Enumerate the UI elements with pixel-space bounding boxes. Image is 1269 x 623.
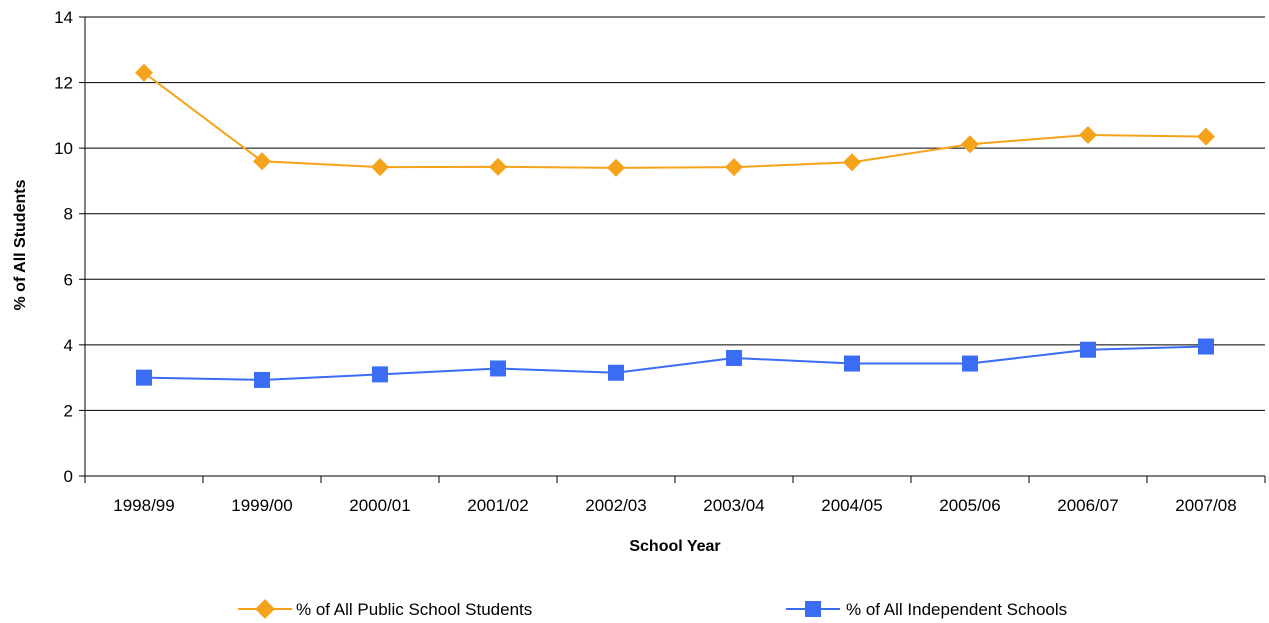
series-1-point-0	[136, 369, 152, 386]
series-1-point-4	[608, 364, 624, 381]
x-tick-label-2001-02: 2001/02	[467, 496, 528, 515]
y-tick-label-6: 6	[64, 270, 73, 289]
series-1-point-1	[254, 371, 270, 388]
series-0-point-1	[253, 152, 271, 171]
x-tick-label-2007-08: 2007/08	[1175, 496, 1236, 515]
series-0-point-0	[135, 63, 153, 82]
series-0-point-6	[843, 153, 861, 172]
y-tick-label-14: 14	[54, 8, 73, 27]
series-0-point-9	[1197, 127, 1215, 146]
series-1	[136, 338, 1214, 388]
series-0-point-5	[725, 158, 743, 177]
legend: % of All Public School Students % of All…	[238, 599, 1067, 619]
series-1-line	[143, 345, 1207, 381]
legend-independent-marker	[805, 601, 821, 617]
series-0-point-7	[961, 135, 979, 154]
y-tick-label-4: 4	[64, 336, 73, 355]
x-tick-label-2006-07: 2006/07	[1057, 496, 1118, 515]
legend-public-marker	[255, 599, 275, 619]
x-tick-label-2004-05: 2004/05	[821, 496, 882, 515]
series-1-point-6	[844, 355, 860, 372]
series-0-line	[143, 71, 1207, 169]
legend-independent-label: % of All Independent Schools	[846, 600, 1067, 619]
y-tick-label-8: 8	[64, 205, 73, 224]
axes	[79, 16, 1266, 483]
x-tick-label-1999-00: 1999/00	[231, 496, 292, 515]
legend-item-public: % of All Public School Students	[238, 599, 532, 619]
series-1-point-8	[1080, 341, 1096, 358]
series-layer	[135, 63, 1215, 388]
x-axis-title: School Year	[629, 538, 720, 555]
y-axis-title: % of All Students	[12, 179, 29, 310]
x-tick-label-2005-06: 2005/06	[939, 496, 1000, 515]
series-0-point-4	[607, 158, 625, 177]
x-tick-label-2002-03: 2002/03	[585, 496, 646, 515]
legend-public-label: % of All Public School Students	[296, 600, 532, 619]
series-1-point-5	[726, 349, 742, 366]
tick-labels: 0 2 4 6 8 10 12 14 1998/99 1999/00 2000/01 2001/02 2…	[54, 8, 1237, 515]
x-tick-label-2003-04: 2003/04	[703, 496, 764, 515]
gridlines	[85, 16, 1265, 411]
x-tick-label-2000-01: 2000/01	[349, 496, 410, 515]
y-tick-label-10: 10	[54, 139, 73, 158]
series-0-point-8	[1079, 126, 1097, 145]
series-0-point-2	[371, 158, 389, 177]
legend-item-independent: % of All Independent Schools	[786, 600, 1067, 619]
series-0-point-3	[489, 157, 507, 176]
x-tick-label-1998-99: 1998/99	[113, 496, 174, 515]
series-1-point-3	[490, 360, 506, 377]
series-1-point-7	[962, 355, 978, 372]
series-1-point-2	[372, 366, 388, 383]
y-tick-label-12: 12	[54, 74, 73, 93]
y-tick-label-2: 2	[64, 401, 73, 420]
series-0	[135, 63, 1215, 177]
y-tick-label-0: 0	[64, 467, 73, 486]
series-1-point-9	[1198, 338, 1214, 355]
